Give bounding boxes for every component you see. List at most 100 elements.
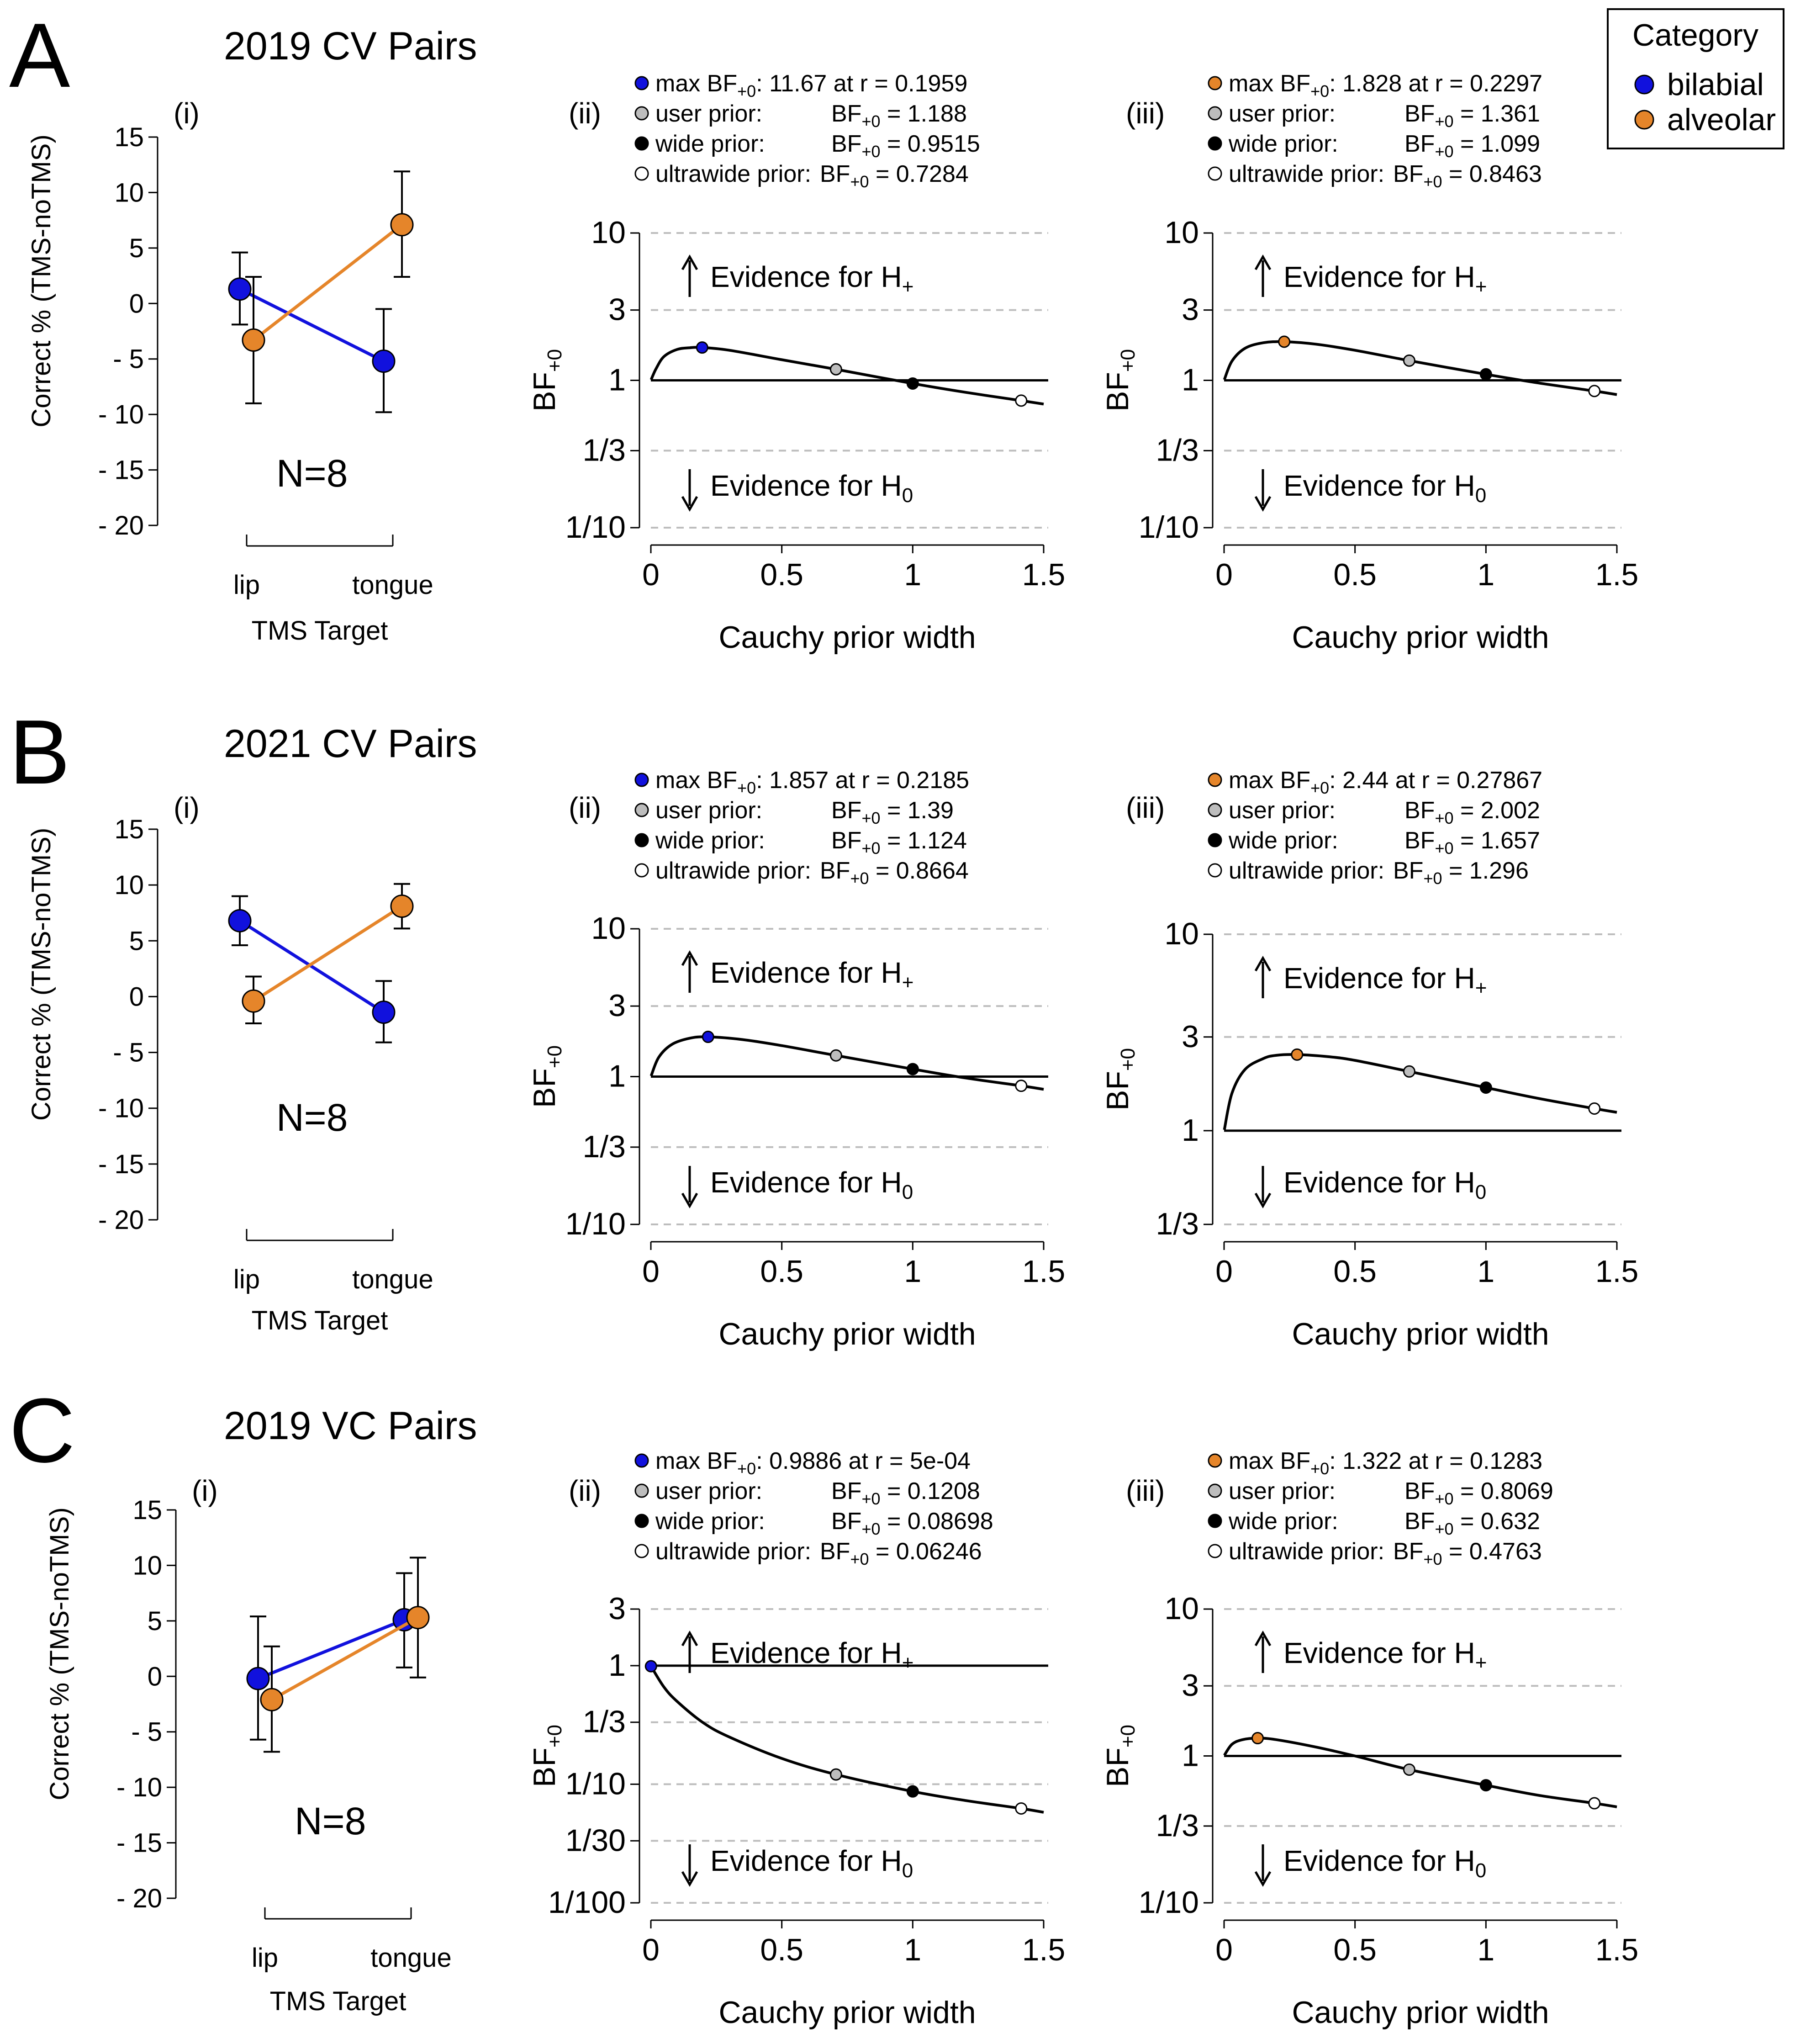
y-tick-label: 10 xyxy=(132,1551,162,1580)
y-tick-label: 15 xyxy=(114,815,144,844)
data-point-alveolar-tongue xyxy=(390,895,414,918)
legend-value-user: BF+0 = 1.39 xyxy=(831,797,954,827)
subpanel-label-a-iii: (iii) xyxy=(1126,97,1165,130)
bf-point-ultrawide xyxy=(1588,1797,1601,1810)
bf-point-ultrawide xyxy=(1588,385,1601,397)
y-tick-label: 1/3 xyxy=(582,1705,626,1739)
legend-value-wide: BF+0 = 0.632 xyxy=(1404,1508,1540,1538)
evidence-h-zero-label: Evidence for H0 xyxy=(1283,469,1486,507)
legend-value-wide: BF+0 = 1.657 xyxy=(1404,827,1540,858)
data-point-bilabial-lip xyxy=(228,909,252,932)
legend-row-user: user prior: xyxy=(655,797,762,824)
legend-marker-wide xyxy=(634,833,649,847)
y-tick-label: - 20 xyxy=(98,511,144,540)
y-tick-label: 10 xyxy=(1164,1591,1199,1626)
x-tick-label: 0.5 xyxy=(760,1933,803,1967)
legend-value-ultrawide: BF+0 = 0.4763 xyxy=(1393,1538,1542,1568)
x-tick-label-lip: lip xyxy=(233,1265,260,1294)
series-alveolar xyxy=(260,1557,430,1753)
x-tick-label-tongue: tongue xyxy=(352,1265,433,1294)
legend-title: Category xyxy=(1632,18,1758,53)
evidence-h-plus-label: Evidence for H+ xyxy=(1283,962,1487,999)
y-tick-label: 3 xyxy=(1182,1668,1199,1703)
legend-value-user: BF+0 = 1.188 xyxy=(831,101,967,131)
y-tick-label: 1/3 xyxy=(582,433,626,467)
data-point-bilabial-tongue xyxy=(372,349,396,373)
bf-point-max xyxy=(696,341,708,354)
bf-point-wide xyxy=(1479,368,1492,381)
bf-point-ultrawide xyxy=(1588,1102,1601,1115)
line-chart-B(i): 15 10 5 0 - 5 - 10 - 15 - 20 lip tongue TMS Target… xyxy=(26,815,433,1335)
x-tick-label-tongue: tongue xyxy=(352,570,433,600)
y-tick-label: 1/10 xyxy=(1139,510,1199,545)
panel-title-c: 2019 VC Pairs xyxy=(224,1404,477,1448)
legend-marker-wide xyxy=(634,136,649,151)
y-tick-label: 1 xyxy=(1182,363,1199,397)
evidence-h-zero-label: Evidence for H0 xyxy=(1283,1844,1486,1882)
legend-marker-ultrawide xyxy=(634,166,649,181)
y-tick-label: 1 xyxy=(608,1648,626,1683)
y-tick-label: - 15 xyxy=(98,1149,144,1179)
x-tick-label: 1 xyxy=(904,1254,921,1289)
y-tick-label: 5 xyxy=(148,1606,162,1636)
evidence-h-plus-label: Evidence for H+ xyxy=(1283,1636,1487,1674)
legend-row-ultrawide: ultrawide prior: xyxy=(655,858,811,884)
evidence-h-zero-label: Evidence for H0 xyxy=(1283,1166,1486,1203)
legend-row-max: max BF+0: 2.44 at r = 0.27867 xyxy=(1229,767,1542,797)
x-tick-label: 0.5 xyxy=(760,557,803,592)
y-tick-label: 0 xyxy=(129,982,144,1011)
panel-letter-c: C xyxy=(9,1380,75,1482)
legend-alveolar-label: alveolar xyxy=(1667,102,1776,137)
y-tick-label: 10 xyxy=(591,911,626,946)
y-tick-label: 10 xyxy=(1164,215,1199,250)
panel-title-b: 2021 CV Pairs xyxy=(224,722,477,766)
bf-point-wide xyxy=(906,377,919,390)
y-tick-label: - 15 xyxy=(116,1828,162,1858)
legend-marker-wide xyxy=(634,1514,649,1528)
series-line xyxy=(252,223,403,342)
legend-marker-user xyxy=(634,106,649,121)
evidence-down-arrow-head xyxy=(1254,496,1272,512)
evidence-down-arrow-head xyxy=(681,1192,698,1209)
y-tick-label: - 10 xyxy=(116,1773,162,1802)
evidence-h-plus-label: Evidence for H+ xyxy=(710,956,913,994)
legend-marker-ultrawide xyxy=(634,863,649,878)
y-tick-label: - 5 xyxy=(113,1038,144,1068)
y-axis-title: BF+0 xyxy=(1100,1048,1139,1111)
legend-bilabial-label: bilabial xyxy=(1667,67,1764,102)
y-tick-label: 10 xyxy=(114,870,144,900)
y-tick-label: - 15 xyxy=(98,455,144,485)
evidence-h-zero-label: Evidence for H0 xyxy=(710,469,913,507)
bf-point-ultrawide xyxy=(1015,1802,1028,1815)
y-tick-label: 1 xyxy=(608,1059,626,1094)
subpanel-label-b-ii: (ii) xyxy=(569,791,601,824)
y-tick-label: 1/100 xyxy=(548,1885,626,1920)
legend-marker-ultrawide xyxy=(634,1544,649,1558)
bf-point-user xyxy=(1403,1065,1415,1078)
legend-row-wide: wide prior: xyxy=(1228,131,1338,157)
evidence-up-arrow-head xyxy=(681,254,698,270)
y-tick-label: 1 xyxy=(608,363,626,397)
legend-value-ultrawide: BF+0 = 0.8664 xyxy=(820,858,969,888)
legend-marker-user xyxy=(634,1483,649,1498)
bf-chart-A(iii): 10 3 1 1/3 1/10 0 0.5 1 1.5 Cauchy prior width BF+… xyxy=(1100,70,1638,655)
legend-value-ultrawide: BF+0 = 0.7284 xyxy=(820,161,969,191)
legend-value-ultrawide: BF+0 = 0.8463 xyxy=(1393,161,1542,191)
x-tick-label: 1 xyxy=(1477,1933,1494,1967)
series-line xyxy=(271,1616,419,1701)
evidence-up-arrow-head xyxy=(1254,955,1272,972)
data-point-bilabial-lip xyxy=(246,1667,270,1690)
y-tick-label: 0 xyxy=(129,289,144,318)
x-tick-label: 1 xyxy=(1477,557,1494,592)
legend-marker-max xyxy=(634,773,649,787)
series-alveolar xyxy=(242,883,414,1025)
legend-row-max: max BF+0: 0.9886 at r = 5e-04 xyxy=(655,1448,971,1478)
legend-marker-max xyxy=(634,76,649,90)
evidence-down-arrow-head xyxy=(681,496,698,512)
x-tick-label: 1.5 xyxy=(1595,557,1639,592)
legend-row-user: user prior: xyxy=(655,101,762,127)
y-tick-label: 3 xyxy=(608,988,626,1023)
y-axis-title: BF+0 xyxy=(527,1725,566,1787)
y-axis-title: Correct % (TMS-noTMS) xyxy=(26,828,56,1121)
evidence-up-arrow-head xyxy=(681,1630,698,1647)
